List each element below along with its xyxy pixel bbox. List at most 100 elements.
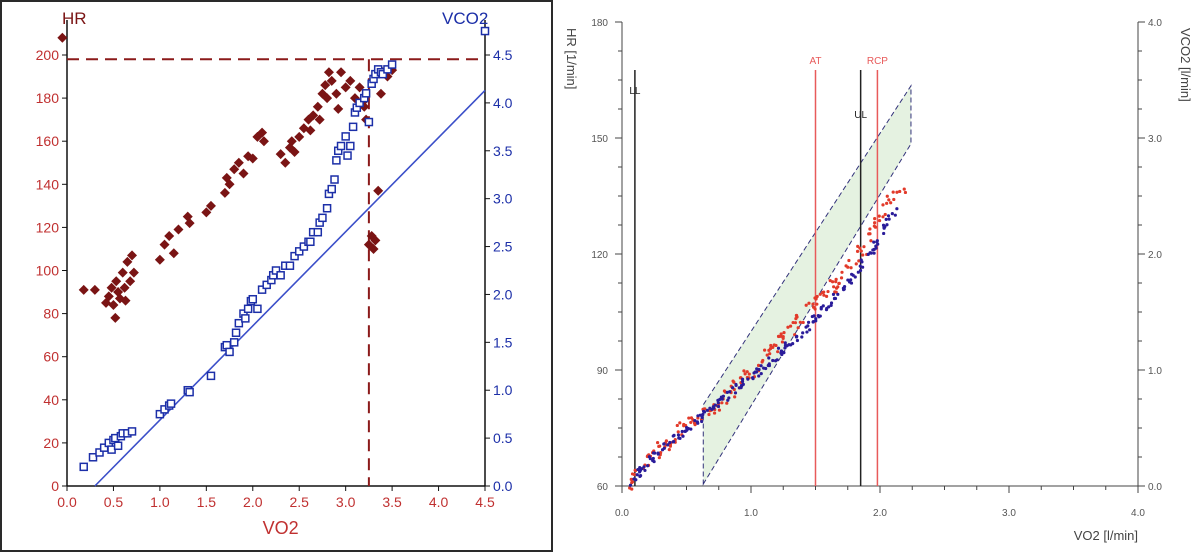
hr-data-point: [628, 486, 632, 490]
hr-data-point: [205, 200, 216, 211]
vco2-data-point: [767, 356, 771, 360]
hr-data-point: [840, 270, 844, 274]
hr-data-point: [859, 249, 863, 253]
hr-data-point: [804, 303, 808, 307]
vco2-data-point: [322, 203, 332, 213]
hr-data-point: [903, 190, 908, 195]
vco2-data-point: [734, 382, 738, 387]
x-tick-label: 2.0: [243, 494, 263, 510]
hr-data-point: [368, 243, 379, 254]
vco2-data-point: [821, 304, 825, 308]
vco2-data-point: [753, 370, 757, 374]
hr-data-point: [873, 221, 877, 225]
vco2-data-point: [812, 314, 816, 318]
y-left-axis-title: HR: [62, 9, 87, 28]
hr-data-point: [629, 477, 633, 482]
vco2-data-point: [155, 409, 165, 419]
hr-data-point: [693, 423, 697, 427]
y-right-tick-label: 2.5: [493, 239, 513, 255]
hr-data-point: [168, 248, 179, 259]
hr-data-point: [119, 282, 130, 293]
hr-data-point: [818, 292, 822, 296]
hr-data-point: [868, 227, 872, 231]
vco2-data-point: [646, 464, 650, 468]
vco2-data-point: [831, 292, 836, 296]
vco2-data-point: [776, 346, 781, 350]
vco2-data-point: [806, 324, 810, 328]
hr-data-point: [780, 340, 785, 344]
x-tick-label: 0.5: [104, 494, 124, 510]
hr-data-point: [247, 153, 258, 164]
hr-data-point: [233, 157, 244, 168]
x-axis-title: VO2: [263, 518, 299, 538]
hr-data-point: [774, 343, 778, 348]
y-right-tick-label: 0.0: [1148, 482, 1162, 493]
vco2-data-point: [696, 414, 700, 418]
vco2-data-point: [290, 251, 299, 261]
hr-data-point: [832, 285, 836, 289]
y-left-tick-label: 150: [591, 134, 608, 145]
vco2-data-point: [726, 398, 730, 402]
hr-data-point: [826, 289, 830, 294]
vco2-data-point: [861, 265, 865, 269]
hr-data-point: [703, 407, 707, 411]
hr-data-point: [895, 190, 899, 194]
y-right-tick-label: 0.5: [493, 430, 513, 446]
vco2-data-point: [731, 386, 735, 390]
y-right-tick-label: 4.5: [493, 47, 513, 63]
hr-data-point: [159, 239, 170, 250]
y-left-tick-label: 100: [36, 263, 60, 279]
vco2-data-point: [306, 237, 315, 247]
hr-data-point: [869, 239, 873, 243]
hr-data-point: [881, 203, 885, 207]
right-chart-panel: 0.0 1.0 2.0 3.0 4.0 60 90 120 150 180 0.0 1.0 2.0 3.0…: [553, 0, 1200, 552]
hr-data-point: [781, 335, 785, 339]
y-right-axis-title: VCO2 [l/min]: [1178, 28, 1193, 102]
hr-data-point: [667, 448, 671, 452]
hr-data-point: [657, 456, 661, 460]
hr-data-point: [902, 187, 906, 191]
hr-data-point: [117, 267, 128, 278]
hr-data-point: [833, 290, 837, 294]
vco2-data-point: [234, 318, 244, 328]
x-tick-label: 2.0: [873, 508, 887, 519]
hr-data-point: [340, 82, 351, 93]
threshold-label-at: AT: [809, 56, 821, 67]
vco2-data-point: [740, 379, 745, 384]
vco2-data-point: [643, 468, 647, 473]
hr-data-point: [229, 164, 240, 175]
hr-data-point: [885, 194, 889, 198]
hr-data-point: [776, 350, 780, 354]
vco2-data-point: [866, 252, 870, 256]
hr-data-point: [125, 276, 136, 287]
hr-data-point: [154, 254, 165, 265]
hr-data-point: [891, 190, 895, 194]
hr-data-point: [898, 189, 902, 194]
vco2-data-point: [876, 242, 880, 246]
hr-data-point: [687, 416, 691, 420]
hr-data-point: [786, 325, 790, 329]
vco2-data-point: [805, 330, 809, 334]
hr-data-point: [57, 32, 68, 43]
hr-data-point: [855, 249, 860, 254]
hr-data-point: [873, 217, 877, 221]
y-left-tick-label: 0: [51, 478, 59, 494]
hr-data-point: [122, 256, 133, 267]
hr-data-point: [689, 416, 694, 420]
vco2-data-point: [480, 26, 490, 36]
hr-data-point: [847, 258, 851, 263]
vco2-data-point: [88, 453, 98, 462]
vco2-data-point: [858, 268, 863, 273]
vco2-data-point: [829, 301, 834, 305]
vco2-data-point: [336, 141, 346, 151]
hr-data-point: [801, 320, 805, 325]
vco2-data-point: [681, 434, 685, 438]
hr-data-point: [712, 411, 717, 415]
vco2-data-point: [299, 242, 309, 251]
y-left-tick-label: 80: [43, 306, 59, 322]
hr-data-point: [201, 207, 212, 218]
vco2-data-point: [713, 403, 717, 407]
y-right-tick-label: 1.0: [1148, 366, 1162, 377]
hr-data-point: [336, 67, 347, 78]
hr-data-point: [219, 187, 230, 198]
